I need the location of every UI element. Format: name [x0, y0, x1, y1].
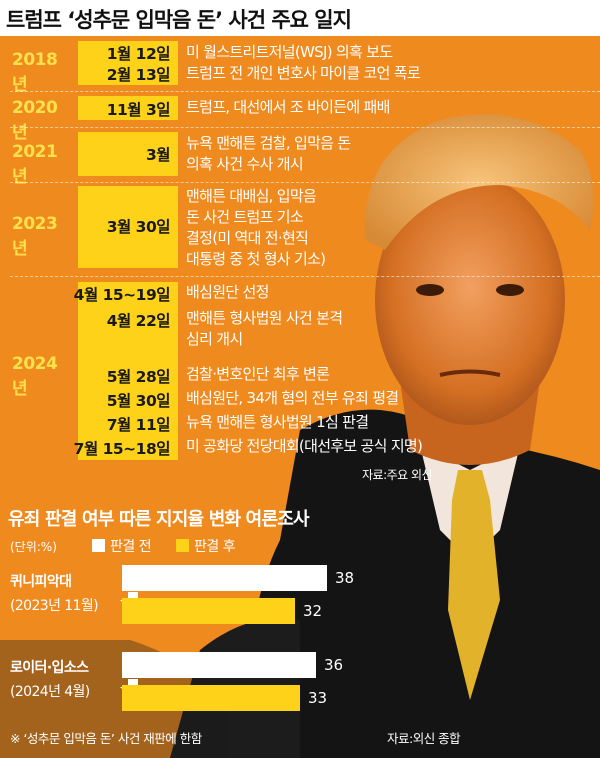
divider [10, 91, 600, 92]
year-label: 2023년 [12, 214, 58, 259]
date-label: 11월 3일 [106, 101, 171, 119]
date-box [78, 282, 178, 460]
title-bar: 트럼프 ‘성추문 입막음 돈’ 사건 주요 일지 [0, 0, 600, 36]
event-text: 미 월스트리트저널(WSJ) 의혹 보도 [186, 43, 393, 61]
event-text: 돈 사건 트럼프 기소 [186, 208, 304, 226]
timeline-source: 자료:주요 외신 [362, 468, 433, 482]
date-label: 5월 30일 [106, 392, 171, 410]
year-label: 2020년 [12, 98, 58, 143]
year-label: 2018년 [12, 50, 58, 95]
divider [10, 127, 600, 128]
bar-after [122, 685, 300, 711]
event-text: 트럼프 전 개인 변호사 마이클 코언 폭로 [186, 64, 421, 82]
event-text: 배심원단, 34개 혐의 전부 유죄 평결 [186, 389, 399, 407]
event-text: 뉴욕 맨해튼 검찰, 입막음 돈 [186, 134, 351, 152]
bar-value: 38 [335, 569, 355, 587]
pollster-name: 로이터·입소스 [10, 660, 89, 676]
date-box [78, 186, 178, 268]
bar-value: 32 [303, 602, 323, 620]
date-box [78, 96, 178, 120]
legend-label-before: 판결 전 [110, 539, 152, 555]
year-label: 2021년 [12, 142, 58, 187]
date-label: 5월 28일 [106, 368, 171, 386]
divider [10, 276, 600, 277]
date-label: 1월 12일 [106, 45, 171, 63]
bar-after [122, 598, 295, 624]
date-label: 4월 22일 [106, 312, 171, 330]
arrow-stem [128, 679, 138, 689]
bar-before [122, 652, 316, 678]
date-label: 3월 30일 [106, 218, 171, 236]
event-text: 검찰·변호인단 최후 변론 [186, 365, 330, 383]
event-text: 미 공화당 전당대회(대선후보 공식 지명) [186, 437, 423, 455]
date-label: 4월 15~19일 [73, 286, 171, 304]
event-text: 심리 개시 [186, 330, 243, 348]
event-text: 배심원단 선정 [186, 283, 269, 301]
event-text: 결정(미 역대 전·현직 [186, 229, 309, 247]
divider [10, 182, 600, 183]
bar-before [122, 565, 327, 591]
pollster-date: (2023년 11월) [10, 598, 99, 614]
legend-label-after: 판결 후 [194, 539, 236, 555]
legend-swatch-after [176, 539, 189, 552]
bar-value: 33 [308, 689, 328, 707]
bar-value: 36 [324, 656, 344, 674]
event-text: 뉴욕 맨해튼 형사법원 1심 판결 [186, 413, 369, 431]
event-text: 맨해튼 대배심, 입막음 [186, 187, 317, 205]
event-text: 대통령 중 첫 형사 기소) [186, 250, 326, 268]
date-box [78, 132, 178, 176]
year-label: 2024년 [12, 354, 58, 399]
event-text: 트럼프, 대선에서 조 바이든에 패배 [186, 98, 390, 116]
date-box [78, 41, 178, 85]
arrow-stem [128, 592, 138, 602]
event-text: 맨해튼 형사법원 사건 본격 [186, 309, 343, 327]
date-label: 2월 13일 [106, 66, 171, 84]
date-label: 7월 11일 [106, 416, 171, 434]
date-label: 3월 [145, 146, 171, 164]
page-title: 트럼프 ‘성추문 입막음 돈’ 사건 주요 일지 [6, 8, 352, 32]
date-label: 7월 15~18일 [73, 440, 171, 458]
pollster-date: (2024년 4월) [10, 684, 90, 700]
pollster-name: 퀴니피악대 [10, 574, 72, 590]
event-text: 의혹 사건 수사 개시 [186, 155, 304, 173]
footnote: ※ ‘성추문 입막음 돈’ 사건 재판에 한함 [10, 731, 202, 746]
chart-title: 유죄 판결 여부 따른 지지율 변화 여론조사 [8, 509, 310, 530]
chart-source: 자료:외신 종합 [387, 731, 461, 746]
unit-label: (단위:%) [10, 540, 57, 554]
legend-swatch-before [92, 539, 105, 552]
